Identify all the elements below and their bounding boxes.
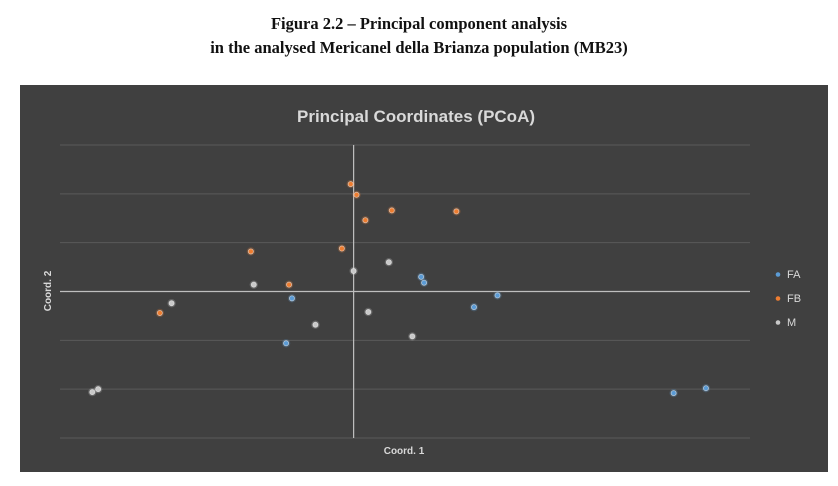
data-point-fa (418, 273, 425, 280)
caption-line-2: in the analysed Mericanel della Brianza … (210, 38, 628, 57)
chart-area: Principal Coordinates (PCoA) Coord. 1 Co… (20, 85, 828, 472)
data-point-m (350, 267, 357, 274)
data-point-fa (421, 279, 428, 286)
data-point-fa (670, 390, 677, 397)
scatter-chart: Principal Coordinates (PCoA) Coord. 1 Co… (43, 107, 801, 457)
chart-title: Principal Coordinates (PCoA) (297, 107, 535, 126)
data-point-m (168, 300, 175, 307)
data-point-m (250, 281, 257, 288)
legend-label-fb: FB (787, 293, 801, 305)
data-point-fb (362, 217, 369, 224)
data-point-fb (338, 245, 345, 252)
data-point-fb (353, 191, 360, 198)
y-axis-label: Coord. 2 (43, 270, 54, 311)
data-point-fa (283, 340, 290, 347)
data-point-fb (388, 207, 395, 214)
axes (60, 145, 750, 438)
data-point-m (365, 309, 372, 316)
data-point-fa (702, 385, 709, 392)
figure-caption: Figura 2.2 – Principal component analysi… (0, 12, 838, 60)
data-point-m (385, 259, 392, 266)
legend-label-m: M (787, 317, 796, 329)
legend-marker-fa (775, 272, 781, 277)
data-point-fa (494, 292, 501, 299)
data-point-fb (247, 248, 254, 255)
data-point-fb (453, 208, 460, 215)
legend: FA FB M (775, 269, 801, 329)
data-point-fb (156, 309, 163, 316)
caption-line-1: Figura 2.2 – Principal component analysi… (270, 14, 568, 33)
data-point-fa (288, 295, 295, 302)
data-point-m (409, 333, 416, 340)
data-point-m (95, 386, 102, 393)
x-axis-label: Coord. 1 (384, 446, 425, 457)
legend-marker-fb (775, 296, 781, 301)
data-point-m (89, 389, 96, 396)
data-point-fa (470, 304, 477, 311)
data-point-m (312, 321, 319, 328)
data-point-fb (286, 281, 293, 288)
data-point-fb (347, 181, 354, 188)
data-points (88, 179, 711, 398)
legend-marker-m (775, 320, 781, 325)
legend-label-fa: FA (787, 269, 801, 281)
